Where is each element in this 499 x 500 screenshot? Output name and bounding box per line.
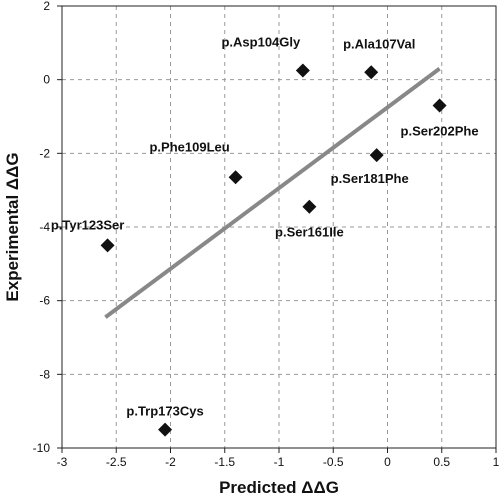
y-tick-label: -8 <box>39 367 50 381</box>
data-point-label: p.Tyr123Ser <box>51 217 124 232</box>
y-axis-title: Experimental ΔΔG <box>3 152 22 301</box>
y-tick-label: -4 <box>39 220 50 234</box>
data-point-marker <box>369 148 384 163</box>
data-point-marker <box>100 238 115 253</box>
tick-labels: -3 -2.5 -2 -1.5 -1 -0.5 0 0.5 1 -10 -8 -6 -4 -2 0 2 <box>33 0 499 469</box>
data-point-label: p.Ser181Phe <box>331 171 409 186</box>
data-point-marker <box>295 63 310 78</box>
x-tick-label: 1 <box>493 455 499 469</box>
y-tick-label: -2 <box>39 146 50 160</box>
y-tick-label: -10 <box>33 441 51 455</box>
data-point-marker <box>158 422 173 437</box>
data-point-marker <box>364 65 379 80</box>
x-tick-label: 0 <box>384 455 391 469</box>
x-tick-label: -3 <box>57 455 68 469</box>
data-point-marker <box>228 170 243 185</box>
x-tick-label: -2 <box>165 455 176 469</box>
data-point-marker <box>432 98 447 113</box>
y-tick-label: -6 <box>39 294 50 308</box>
data-point-label: p.Asp104Gly <box>221 34 301 49</box>
x-tick-label: -1 <box>274 455 285 469</box>
grid-layer <box>62 6 496 448</box>
data-points <box>100 63 447 437</box>
x-tick-label: 0.5 <box>433 455 450 469</box>
data-point-label: p.Ser202Phe <box>401 123 479 138</box>
x-tick-label: -0.5 <box>323 455 344 469</box>
x-tick-label: -1.5 <box>214 455 235 469</box>
y-tick-label: 0 <box>43 73 50 87</box>
data-point-marker <box>302 199 317 214</box>
y-tick-label: 2 <box>43 0 50 13</box>
data-point-label: p.Phe109Leu <box>149 139 229 154</box>
trendline <box>104 67 441 319</box>
data-point-label: p.Ser161Ile <box>275 225 344 240</box>
data-point-label: p.Ala107Val <box>343 36 415 51</box>
point-labels: p.Asp104Gly p.Ala107Val p.Ser202Phe p.Phe10… <box>51 34 479 418</box>
x-axis-title: Predicted ΔΔG <box>219 478 339 497</box>
x-tick-label: -2.5 <box>106 455 127 469</box>
data-point-label: p.Trp173Cys <box>126 404 203 419</box>
